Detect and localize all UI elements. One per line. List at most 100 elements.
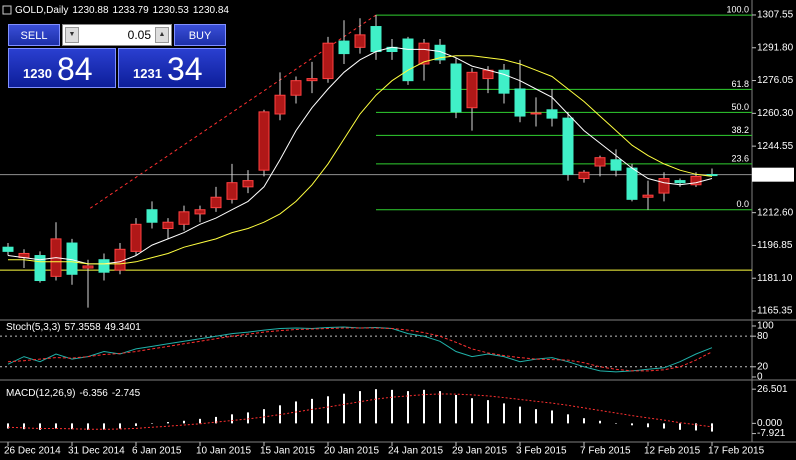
candle-body [690, 175, 702, 186]
buy-button[interactable]: BUY [174, 24, 226, 46]
candle-body [434, 44, 446, 61]
lot-up[interactable]: ▲ [155, 27, 169, 43]
lot-input[interactable]: ▼ 0.05 ▲ [62, 24, 172, 46]
fib-label: 0.0 [736, 199, 749, 209]
candle-body [642, 194, 654, 198]
buy-price[interactable]: 1231 34 [118, 48, 226, 88]
candle-body [66, 242, 78, 275]
candle-body [242, 180, 254, 188]
histogram-bar [695, 423, 697, 431]
header-value: 57.3558 [64, 322, 101, 333]
panel-title: MACD(12,26,9) [6, 388, 75, 399]
y-tick-label: 1260.30 [757, 108, 794, 119]
candle-body [226, 182, 238, 200]
panel-title: Stoch(5,3,3) [6, 322, 60, 333]
candle-body [82, 265, 94, 269]
candle-body [98, 259, 110, 273]
buy-price-pips: 34 [167, 51, 203, 87]
panel-header: Stoch(5,3,3) 57.3558 49.3401 [6, 322, 141, 333]
histogram-bar [343, 393, 345, 424]
histogram-bar [663, 423, 665, 429]
histogram-bar [487, 400, 489, 424]
header-value: 1230.53 [153, 5, 190, 16]
histogram-bar [119, 423, 121, 429]
candle-body [498, 69, 510, 94]
header-value: 49.3401 [105, 322, 142, 333]
header-value: -6.356 [79, 388, 108, 399]
candle-body [610, 159, 622, 171]
candle-body [290, 80, 302, 96]
candle-body [578, 171, 590, 180]
candle-body [706, 174, 718, 177]
y-tick-label: 100 [757, 321, 774, 332]
x-tick-label: 29 Jan 2015 [452, 446, 507, 457]
histogram-bar [167, 422, 169, 424]
histogram-bar [631, 423, 633, 426]
candle-body [466, 71, 478, 109]
y-tick-label: 1244.55 [757, 141, 794, 152]
trade-panel: SELL ▼ 0.05 ▲ BUY 1230 84 1231 34 [8, 24, 226, 88]
candle-body [162, 221, 174, 229]
y-tick-label: 1276.05 [757, 75, 794, 86]
signal-line [7, 393, 713, 430]
histogram-bar [55, 423, 57, 429]
sell-button[interactable]: SELL [8, 24, 60, 46]
y-tick-label: 0 [757, 372, 763, 383]
fib-label: 38.2 [731, 125, 749, 135]
histogram-bar [39, 423, 41, 430]
histogram-bar [263, 409, 265, 424]
histogram-bar [439, 391, 441, 424]
candle-body [594, 157, 606, 167]
candle-body [114, 248, 126, 271]
histogram-bar [199, 418, 201, 424]
histogram-bar [231, 414, 233, 424]
candle-body [450, 63, 462, 113]
fib-label: 100.0 [726, 4, 749, 14]
histogram-bar [679, 423, 681, 430]
y-tick-label: 20 [757, 361, 769, 372]
header-value: 1230.88 [72, 5, 109, 16]
candle-body [418, 42, 430, 65]
indicator-line [7, 327, 713, 372]
candle-body [130, 223, 142, 252]
histogram-bar [471, 398, 473, 424]
candle-body [178, 211, 190, 225]
x-tick-label: 17 Feb 2015 [708, 446, 765, 457]
histogram-bar [599, 420, 601, 424]
histogram-bar [567, 414, 569, 424]
histogram-bar [535, 409, 537, 424]
candle-body [146, 209, 158, 223]
current-price-label: 1230.84 [755, 169, 792, 180]
candle-body [2, 246, 14, 252]
candle-body [34, 255, 46, 282]
x-tick-label: 6 Jan 2015 [132, 446, 182, 457]
candle-body [546, 109, 558, 119]
y-tick-label: 1291.80 [757, 42, 794, 53]
x-tick-label: 31 Dec 2014 [68, 446, 125, 457]
y-tick-label: 1307.55 [757, 10, 794, 21]
histogram-bar [407, 391, 409, 424]
candle-body [370, 26, 382, 53]
sell-price[interactable]: 1230 84 [8, 48, 116, 88]
current-price-box [752, 167, 794, 182]
candle-body [306, 78, 318, 82]
histogram-bar [7, 423, 9, 429]
lot-down[interactable]: ▼ [65, 27, 79, 43]
x-tick-label: 7 Feb 2015 [580, 446, 631, 457]
fib-label: 23.6 [731, 153, 749, 163]
x-tick-label: 26 Dec 2014 [4, 446, 61, 457]
histogram-bar [551, 410, 553, 424]
indicator-line [7, 326, 713, 373]
histogram-bar [103, 423, 105, 430]
histogram-bar [71, 423, 73, 430]
header-value: -2.745 [112, 388, 141, 399]
header-value: 1230.84 [193, 5, 230, 16]
histogram-bar [183, 420, 185, 424]
candle-body [274, 94, 286, 115]
histogram-bar [455, 394, 457, 424]
panel-header: MACD(12,26,9) -6.356 -2.745 [6, 388, 141, 399]
x-tick-label: 24 Jan 2015 [388, 446, 443, 457]
histogram-bar [247, 412, 249, 424]
candle-body [674, 180, 686, 184]
